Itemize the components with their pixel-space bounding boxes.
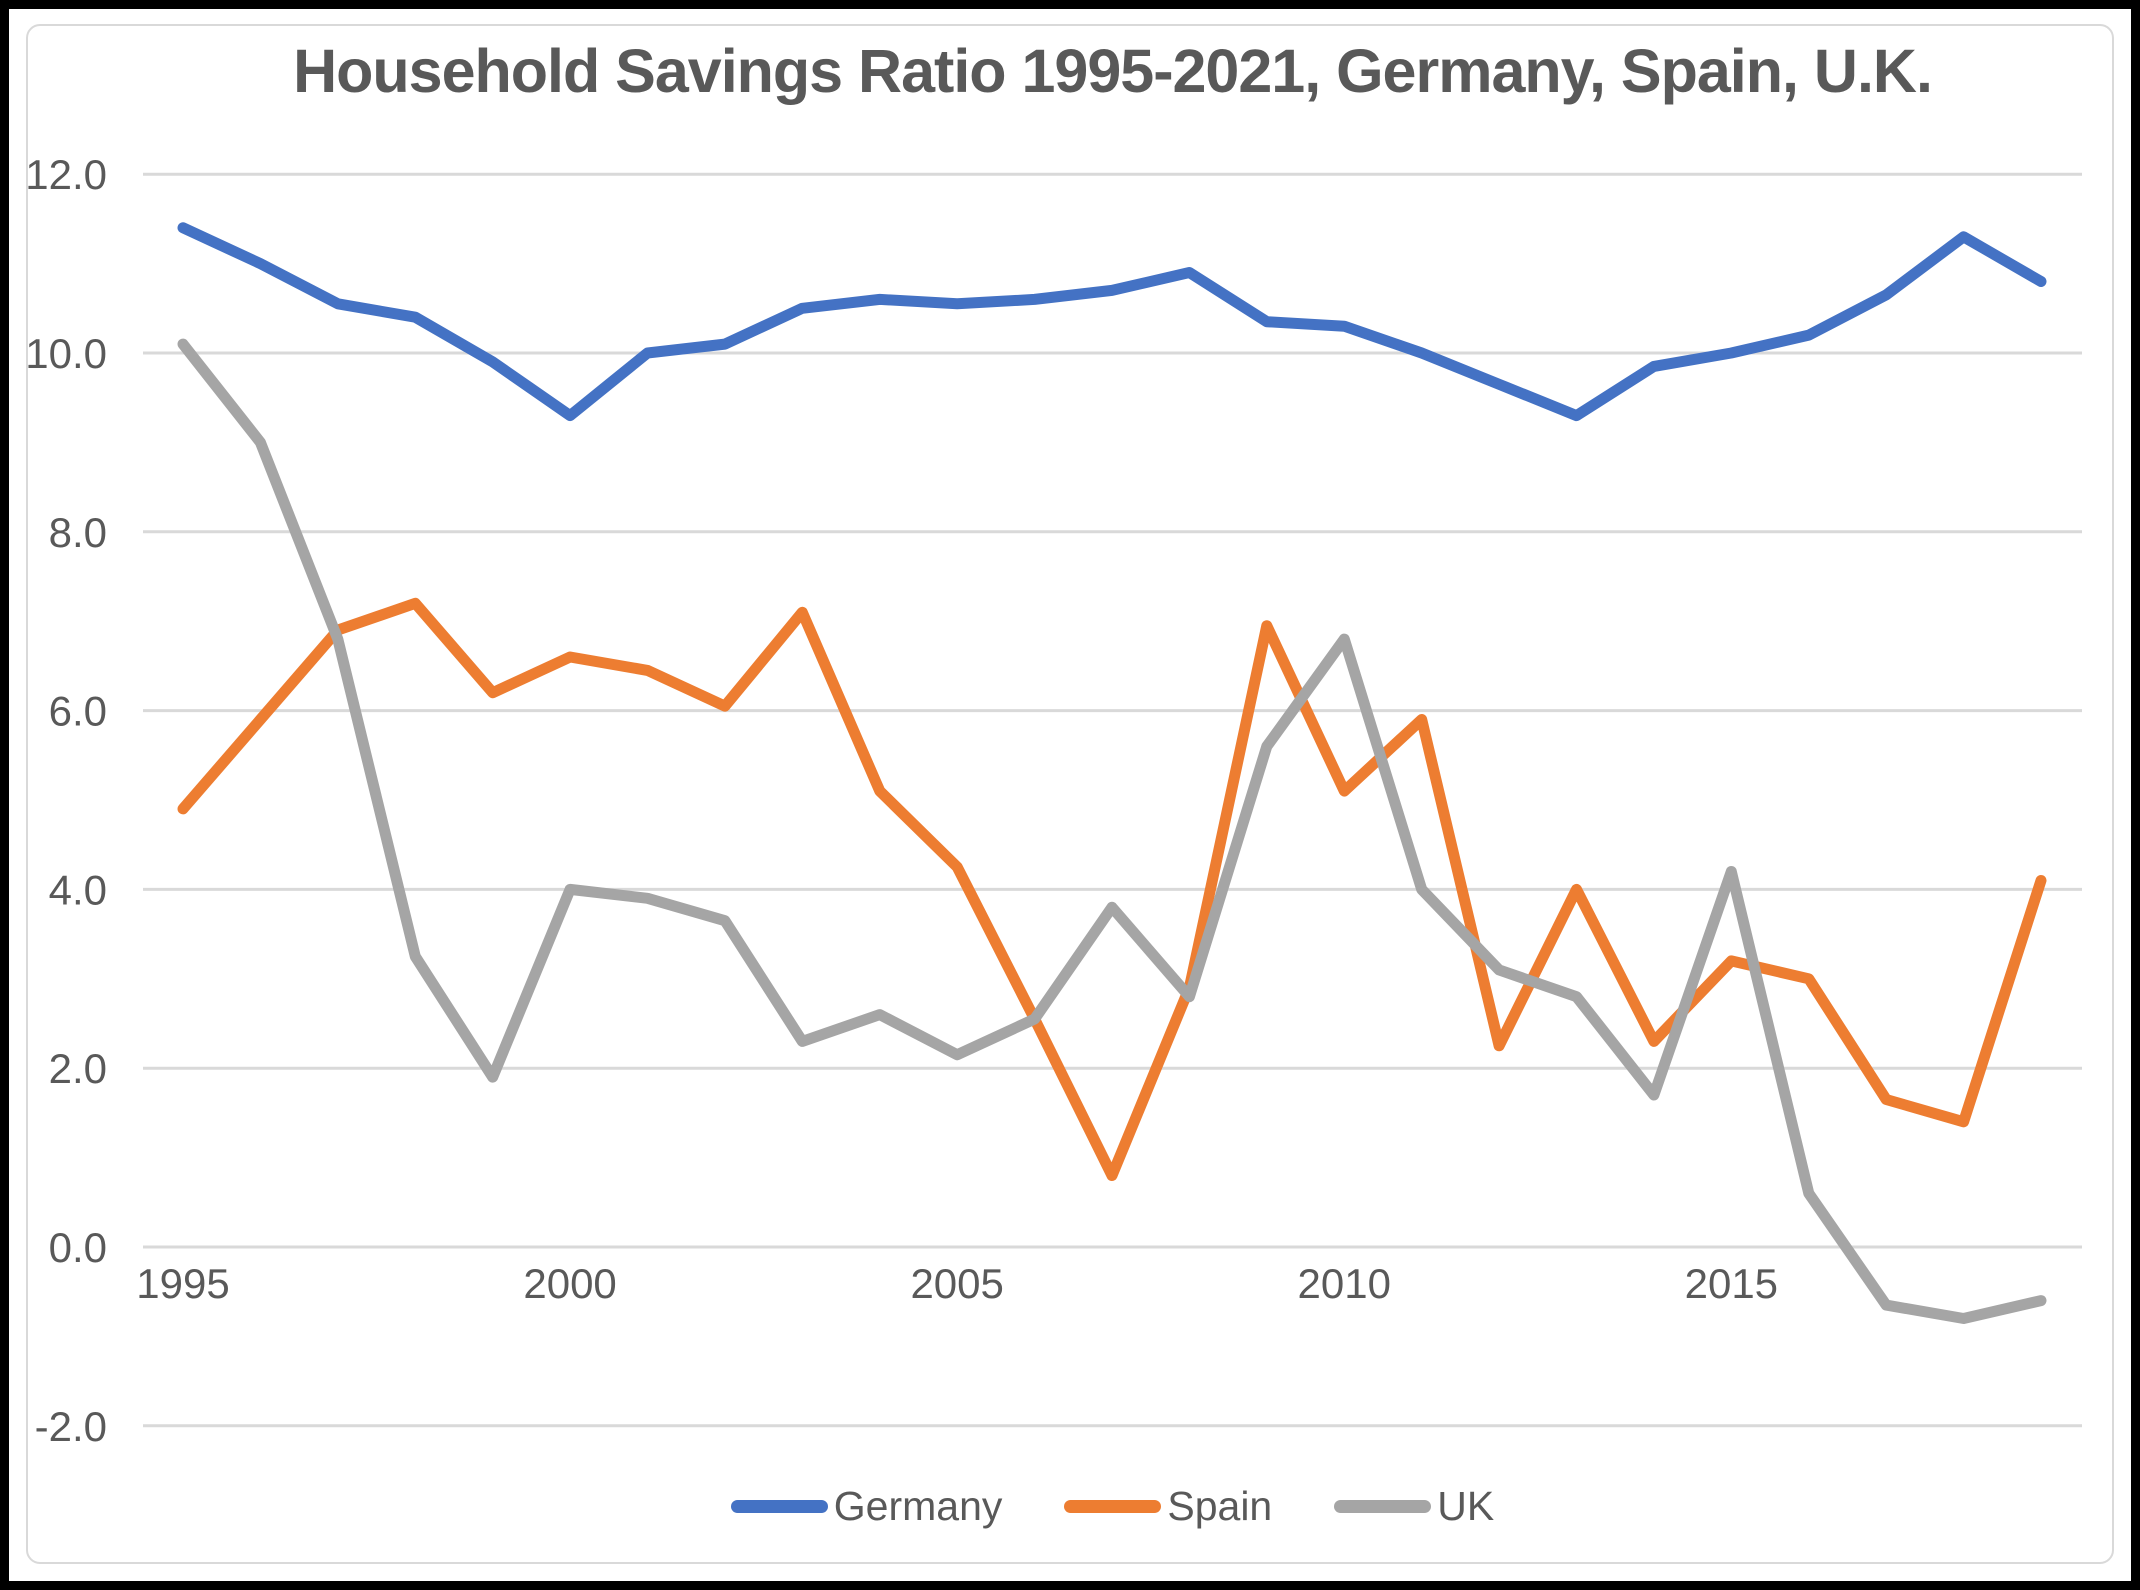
y-axis-tick-label: 4.0: [49, 866, 107, 913]
y-axis-tick-label: 2.0: [49, 1045, 107, 1092]
legend-line-icon-germany: [730, 1500, 828, 1513]
legend-line-icon-spain: [1064, 1500, 1162, 1513]
x-axis-tick-label: 2015: [1685, 1260, 1778, 1307]
legend-label-uk: UK: [1437, 1483, 1495, 1529]
germany-line: [177, 222, 2047, 422]
uk-line: [177, 338, 2047, 1324]
x-axis-tick-label: 2005: [910, 1260, 1003, 1307]
x-axis-tick-label: 1995: [136, 1260, 229, 1307]
legend-item-spain: Spain: [1064, 1483, 1272, 1530]
spain-line: [177, 597, 2047, 1181]
legend-item-germany: Germany: [730, 1483, 1003, 1530]
legend-item-uk: UK: [1334, 1483, 1494, 1530]
y-axis-tick-label: 8.0: [49, 509, 107, 556]
x-axis-tick-label: 2000: [523, 1260, 616, 1307]
legend-line-icon-uk: [1334, 1500, 1432, 1513]
y-axis-tick-label: 6.0: [49, 688, 107, 735]
y-axis-tick-label: 10.0: [25, 330, 107, 377]
chart-title: Household Savings Ratio 1995-2021, Germa…: [293, 37, 1933, 105]
x-axis-tick-label: 2010: [1298, 1260, 1391, 1307]
y-axis-tick-label: -2.0: [35, 1403, 107, 1450]
legend-label-spain: Spain: [1167, 1483, 1273, 1529]
y-axis-tick-label: 12.0: [25, 151, 107, 198]
legend-label-germany: Germany: [833, 1483, 1003, 1529]
y-axis-tick-label: 0.0: [49, 1224, 107, 1271]
chart-legend: Germany Spain UK: [143, 1483, 2082, 1530]
